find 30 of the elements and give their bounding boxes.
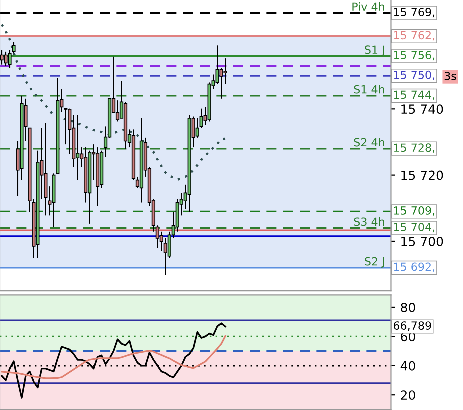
annotation: S2 J: [365, 257, 384, 268]
y-tick-label: 80: [401, 302, 416, 312]
ref-line-label: 15 750,: [394, 70, 435, 80]
ref-line-label: 15 769,: [394, 8, 435, 18]
ref-line-label: 15 704,: [394, 223, 435, 233]
annotation: S1 J: [365, 46, 384, 56]
y-tick-label: 40: [400, 361, 416, 371]
candlestick: [0, 50, 4, 66]
ref-line-label: 15 728,: [394, 144, 435, 154]
ref-line-label: 15 692,: [394, 262, 435, 272]
line-series: [0, 24, 227, 182]
annotation: Piv 4h: [352, 2, 384, 11]
annotation: S2 4h: [354, 138, 384, 147]
candlestick: [4, 51, 8, 68]
annotation: 66,789: [394, 322, 432, 332]
annotation: S3 4h: [354, 217, 384, 226]
candlestick: [76, 114, 80, 181]
y-tick-label: 15 720: [402, 170, 444, 180]
ref-line-label: 15 744,: [394, 90, 435, 100]
candlestick: [164, 238, 168, 276]
annotation: S1 4h: [354, 85, 384, 94]
line-series: [1, 335, 226, 380]
candlestick: [224, 58, 228, 85]
y-tick-label: 20: [401, 390, 416, 400]
ref-line-label: 15 756,: [394, 51, 435, 61]
y-tick-label: 15 740: [402, 104, 444, 114]
ref-line-label: 15 762,: [394, 31, 435, 41]
ref-line-label: 15 709,: [394, 206, 435, 216]
text: 3s: [444, 72, 456, 80]
y-tick-label: 15 700: [402, 236, 444, 246]
